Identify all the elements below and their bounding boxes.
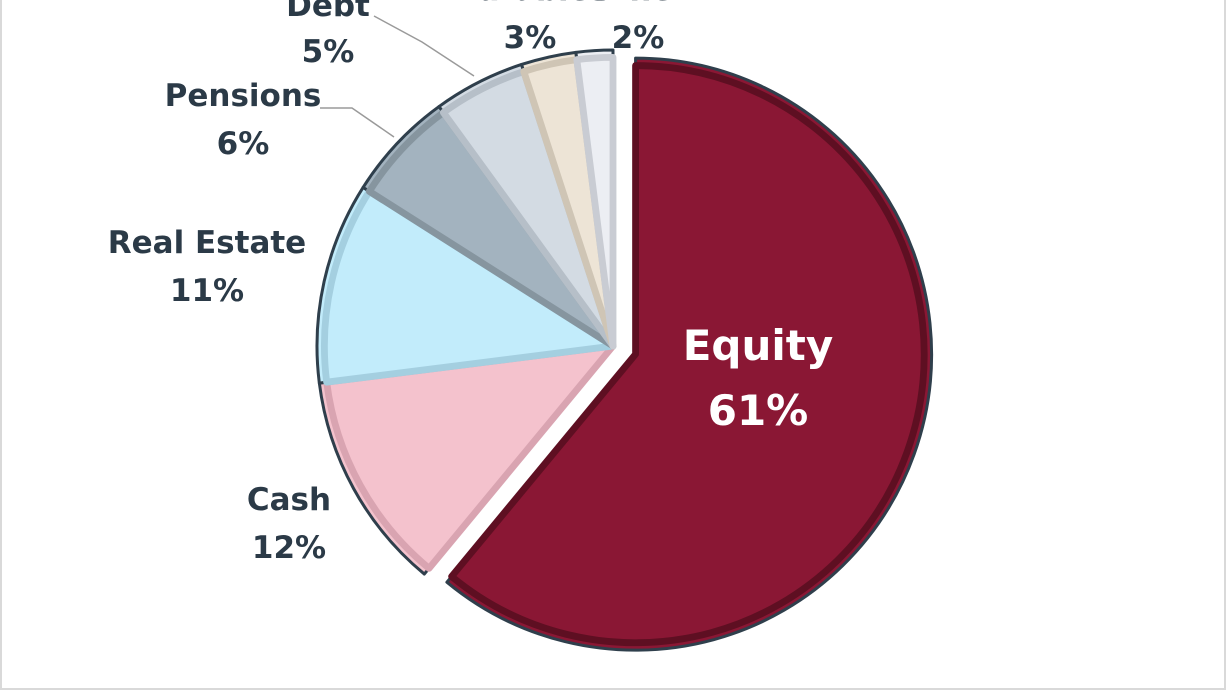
pie-slice-edge-equity (448, 62, 928, 647)
slice-label-cash: Cash (247, 482, 331, 518)
pie-slice-edge-real-estate (321, 187, 617, 386)
pie-slice-equity (445, 56, 934, 652)
leader-line-pensions (320, 107, 395, 138)
pie-slices (315, 48, 934, 652)
pie-slice-edge-cash (323, 342, 617, 572)
slice-label-real-estate: Real Estate (108, 225, 306, 261)
pie-slice-real-estate (315, 185, 615, 385)
slice-value-equity: 61% (708, 386, 809, 435)
slice-value-durables: 3% (504, 20, 557, 56)
pie-slice-cash (317, 344, 615, 576)
slice-value-other: 2% (612, 20, 665, 56)
slice-label-durables: Durables (452, 0, 608, 8)
slice-value-cash: 12% (252, 530, 326, 566)
leader-lines (320, 15, 475, 138)
slice-label-debt: Debt (286, 0, 370, 24)
leader-line-debt (373, 15, 475, 77)
slice-label-equity: Equity (683, 321, 834, 370)
slice-label-other: Other (588, 0, 688, 8)
slice-value-debt: 5% (302, 34, 355, 70)
slice-labels: Equity 61% Cash 12% Real Estate 11% Pensions 6%… (108, 0, 833, 566)
slice-label-pensions: Pensions (165, 78, 322, 114)
pie-slice-edge-other (573, 53, 617, 350)
slice-value-pensions: 6% (217, 126, 270, 162)
slice-value-real-estate: 11% (170, 273, 244, 309)
